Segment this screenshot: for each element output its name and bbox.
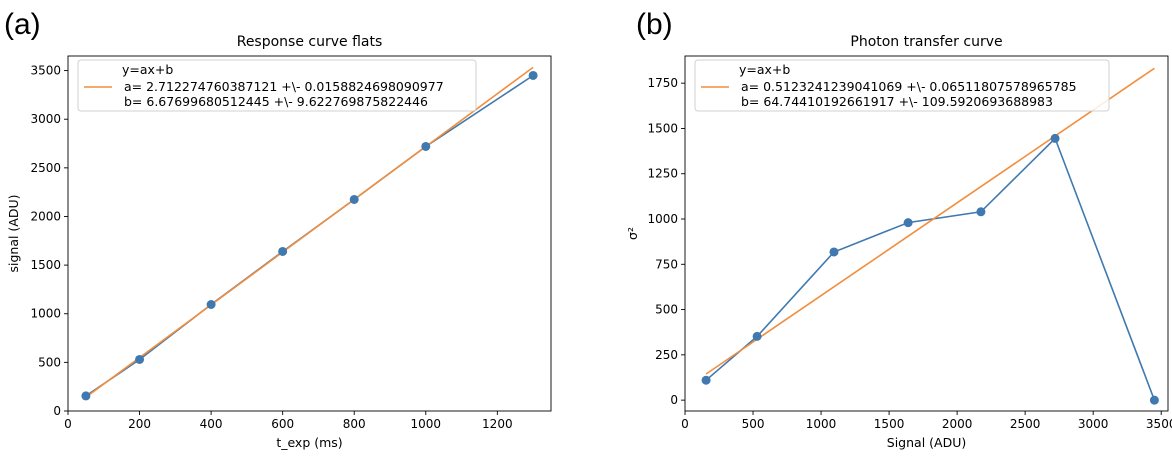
data-point <box>752 331 762 341</box>
y-tick-label: 1750 <box>647 76 678 90</box>
x-tick-label: 3500 <box>1146 417 1172 431</box>
y-tick-label: 750 <box>655 257 678 271</box>
x-tick-label: 0 <box>64 417 72 431</box>
y-axis-label: signal (ADU) <box>6 194 21 272</box>
plot-frame <box>67 55 552 412</box>
data-point <box>206 300 216 309</box>
data-point <box>829 247 839 257</box>
data-point <box>701 375 711 385</box>
legend-entry-b: b= 64.74410192661917 +\- 109.59206936889… <box>741 94 1053 109</box>
y-tick-label: 2000 <box>30 209 61 223</box>
data-point <box>421 141 431 151</box>
x-tick-label: 400 <box>200 417 223 431</box>
y-tick-label: 1000 <box>30 307 61 321</box>
x-tick-label: 500 <box>742 417 765 431</box>
x-tick-label: 3000 <box>1078 417 1109 431</box>
x-tick-label: 200 <box>128 417 151 431</box>
chart-response-curve: Response curve flats 0 200 400 600 800 1000 120… <box>6 34 552 450</box>
y-tick-label: 1500 <box>647 121 678 135</box>
y-tick-label: 1000 <box>647 212 678 226</box>
y-axis-label: σ² <box>625 227 640 240</box>
data-point <box>278 246 288 256</box>
y-tick-label: 1500 <box>30 258 61 272</box>
data-point <box>976 207 986 217</box>
y-tick-label: 3000 <box>30 112 61 126</box>
y-tick-label: 0 <box>53 404 61 418</box>
x-tick-label: 600 <box>271 417 294 431</box>
legend-entry-a: a= 0.5123241239041069 +\- 0.065118075789… <box>741 79 1077 94</box>
x-axis-label: t_exp (ms) <box>276 435 342 450</box>
fit-line <box>85 66 534 398</box>
chart-photon-transfer: Photon transfer curve 0 500 1000 1500 2000 250… <box>625 34 1172 450</box>
x-tick-label: 800 <box>343 417 366 431</box>
legend-header: y=ax+b <box>122 62 173 77</box>
panel-label-a: (a) <box>4 8 41 41</box>
fit-line <box>705 67 1155 375</box>
data-point <box>1149 395 1159 405</box>
data-point <box>528 70 538 80</box>
x-tick-label: 2500 <box>1010 417 1041 431</box>
data-point <box>81 391 91 401</box>
y-tick-label: 500 <box>38 355 61 369</box>
x-tick-label: 0 <box>681 417 689 431</box>
data-point <box>349 194 359 204</box>
x-tick-label: 2000 <box>942 417 973 431</box>
data-line <box>705 136 1156 401</box>
x-axis-label: Signal (ADU) <box>887 435 966 450</box>
panel-label-b: (b) <box>636 8 673 41</box>
data-point <box>135 354 145 364</box>
x-tick-label: 1200 <box>482 417 513 431</box>
legend-entry-b: b= 6.67699680512445 +\- 9.62276987582244… <box>124 94 428 109</box>
legend-entry-a: a= 2.712274760387121 +\- 0.0158824698090… <box>124 79 444 94</box>
y-tick-label: 250 <box>655 348 678 362</box>
data-point <box>903 218 913 228</box>
legend-box <box>694 59 1110 112</box>
x-tick-label: 1000 <box>806 417 837 431</box>
y-tick-label: 3500 <box>30 64 61 78</box>
y-tick-label: 500 <box>655 303 678 317</box>
y-tick-label: 0 <box>670 393 678 407</box>
data-point <box>1050 133 1060 143</box>
x-tick-label: 1000 <box>411 417 442 431</box>
chart-title: Response curve flats <box>237 34 383 50</box>
chart-title: Photon transfer curve <box>850 34 1002 50</box>
legend-box <box>77 59 477 112</box>
legend-header: y=ax+b <box>739 62 790 77</box>
x-tick-label: 1500 <box>874 417 905 431</box>
y-tick-label: 2500 <box>30 161 61 175</box>
plot-frame <box>684 55 1169 412</box>
y-tick-label: 1250 <box>647 167 678 181</box>
